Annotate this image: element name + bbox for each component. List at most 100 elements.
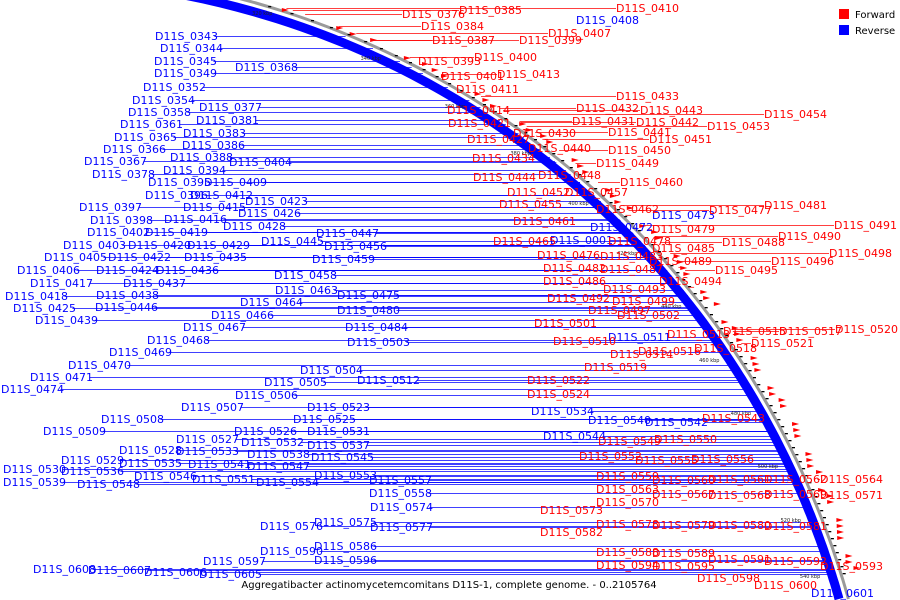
gene-label[interactable]: D11S_0447	[316, 227, 379, 240]
gene-label[interactable]: D11S_0512	[357, 374, 420, 387]
gene-label[interactable]: D11S_0594	[596, 559, 659, 572]
gene-label[interactable]: D11S_0414	[447, 104, 510, 117]
gene-label[interactable]: D11S_0531	[307, 425, 370, 438]
gene-label[interactable]: D11S_0366	[103, 143, 166, 156]
gene-label[interactable]: D11S_0513	[667, 328, 730, 341]
gene-label[interactable]: D11S_0387	[432, 34, 495, 47]
gene-label[interactable]: D11S_0446	[95, 301, 158, 314]
gene-label[interactable]: D11S_0477	[709, 204, 772, 217]
gene-label[interactable]: D11S_0540	[588, 414, 651, 427]
gene-label[interactable]: D11S_0449	[596, 157, 659, 170]
gene-label[interactable]: D11S_0496	[771, 255, 834, 268]
gene-label[interactable]: D11S_0589	[652, 547, 715, 560]
gene-label[interactable]: D11S_0517	[779, 325, 842, 338]
gene-label[interactable]: D11S_0492	[547, 292, 610, 305]
gene-label[interactable]: D11S_0468	[147, 334, 210, 347]
gene-label[interactable]: D11S_0421	[448, 117, 511, 130]
gene-label[interactable]: D11S_0539	[3, 476, 66, 489]
gene-label[interactable]: D11S_0573	[540, 504, 603, 517]
gene-label[interactable]: D11S_0401	[441, 70, 504, 83]
gene-label[interactable]: D11S_0563	[596, 483, 659, 496]
gene-label[interactable]: D11S_0354	[132, 94, 195, 107]
gene-label[interactable]: D11S_0457	[565, 186, 628, 199]
gene-label[interactable]: D11S_0571	[820, 489, 883, 502]
gene-label[interactable]: D11S_0524	[527, 388, 590, 401]
gene-label[interactable]: D11S_0579	[652, 519, 715, 532]
gene-label[interactable]: D11S_0597	[203, 555, 266, 568]
gene-label[interactable]: D11S_0430	[513, 127, 576, 140]
gene-label[interactable]: D11S_0511	[608, 331, 671, 344]
gene-label[interactable]: D11S_0586	[314, 540, 377, 553]
gene-label[interactable]: D11S_0596	[314, 554, 377, 567]
gene-label[interactable]: D11S_0592	[764, 555, 827, 568]
gene-label[interactable]: D11S_0437	[123, 277, 186, 290]
gene-label[interactable]: D11S_0605	[199, 568, 262, 581]
gene-label[interactable]: D11S_0464	[240, 296, 303, 309]
gene-label[interactable]: D11S_0388	[170, 151, 233, 164]
gene-label[interactable]: D11S_0423	[245, 195, 308, 208]
gene-label[interactable]: D11S_0537	[307, 439, 370, 452]
gene-label[interactable]: D11S_0406	[17, 264, 80, 277]
gene-label[interactable]: D11S_0486	[543, 275, 606, 288]
gene-label[interactable]: D11S_0519	[584, 361, 647, 374]
gene-label[interactable]: D11S_0429	[187, 239, 250, 252]
gene-label[interactable]: D11S_0343	[155, 30, 218, 43]
gene-label[interactable]: D11S_0436	[156, 264, 219, 277]
gene-label[interactable]: D11S_0481	[764, 199, 827, 212]
gene-label[interactable]: D11S_0488	[722, 236, 785, 249]
gene-label[interactable]: D11S_0418	[5, 290, 68, 303]
gene-label[interactable]: D11S_0543	[702, 412, 765, 425]
gene-label[interactable]: D11S_0398	[90, 214, 153, 227]
gene-label[interactable]: D11S_0606	[144, 566, 207, 579]
gene-label[interactable]: D11S_0412	[190, 189, 253, 202]
gene-label[interactable]: D11S_0470	[68, 359, 131, 372]
gene-label[interactable]: D11S_0499	[612, 295, 675, 308]
gene-label[interactable]: D11S_0478	[608, 235, 671, 248]
gene-label[interactable]: D11S_0445	[261, 235, 324, 248]
gene-label[interactable]: D11S_0491	[834, 219, 897, 232]
gene-label[interactable]: D11S_0377	[199, 101, 262, 114]
gene-label[interactable]: D11S_0427	[467, 133, 530, 146]
gene-label[interactable]: D11S_0410	[616, 2, 679, 15]
gene-label[interactable]: D11S_0465	[493, 235, 556, 248]
gene-label[interactable]: D11S_0345	[154, 55, 217, 68]
gene-label[interactable]: D11S_0476	[537, 249, 600, 262]
gene-label[interactable]: D11S_0495	[715, 264, 778, 277]
gene-label[interactable]: D11S_0528	[119, 444, 182, 457]
gene-label[interactable]: D11S_0547	[247, 460, 310, 473]
gene-label[interactable]: D11S_0522	[527, 374, 590, 387]
gene-label[interactable]: D11S_0546	[134, 470, 197, 483]
gene-label[interactable]: D11S_0407	[548, 27, 611, 40]
gene-label[interactable]: D11S_0560	[652, 474, 715, 487]
gene-label[interactable]: D11S_0554	[256, 476, 319, 489]
gene-label[interactable]: D11S_0494	[659, 275, 722, 288]
gene-label[interactable]: D11S_0466	[211, 309, 274, 322]
gene-label[interactable]: D11S_0434	[472, 152, 535, 165]
gene-label[interactable]: D11S_0352	[143, 81, 206, 94]
gene-label[interactable]: D11S_0508	[101, 413, 164, 426]
gene-label[interactable]: D11S_0453	[707, 120, 770, 133]
gene-label[interactable]: D11S_0608	[33, 563, 96, 576]
gene-label[interactable]: D11S_0487	[600, 263, 663, 276]
gene-label[interactable]: D11S_0580	[708, 519, 771, 532]
gene-label[interactable]: D11S_0490	[778, 230, 841, 243]
gene-label[interactable]: D11S_0396	[145, 189, 208, 202]
gene-label[interactable]: D11S_0386	[182, 139, 245, 152]
gene-label[interactable]: D11S_0530	[3, 463, 66, 476]
gene-label[interactable]: D11S_0424	[96, 264, 159, 277]
gene-label[interactable]: D11S_0428	[223, 220, 286, 233]
gene-label[interactable]: D11S_0552	[579, 450, 642, 463]
gene-label[interactable]: D11S_0544	[543, 430, 606, 443]
gene-label[interactable]: D11S_0509	[43, 425, 106, 438]
gene-label[interactable]: D11S_0471	[30, 371, 93, 384]
gene-label[interactable]: D11S_0368	[235, 61, 298, 74]
gene-label[interactable]: D11S_0501	[534, 317, 597, 330]
gene-label[interactable]: D11S_0574	[370, 501, 433, 514]
gene-label[interactable]: D11S_0458	[274, 269, 337, 282]
gene-label[interactable]: D11S_0555	[635, 454, 698, 467]
gene-label[interactable]: D11S_0440	[528, 142, 591, 155]
gene-label[interactable]: D11S_0514	[610, 348, 673, 361]
gene-label[interactable]: D11S_0541	[188, 458, 251, 471]
gene-label[interactable]: D11S_0460	[620, 176, 683, 189]
gene-label[interactable]: D11S_0534	[531, 405, 594, 418]
